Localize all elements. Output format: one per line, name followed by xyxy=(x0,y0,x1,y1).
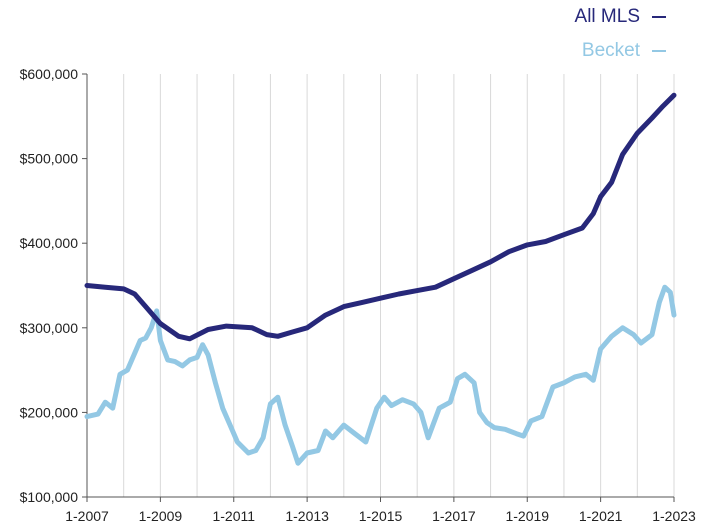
legend-label-all-mls: All MLS xyxy=(574,6,640,27)
legend-swatch-becket xyxy=(652,50,666,52)
y-tick-label: $100,000 xyxy=(20,489,79,505)
x-tick-label: 1-2021 xyxy=(579,508,623,524)
legend-swatch-all-mls xyxy=(652,16,666,18)
x-tick-label: 1-2011 xyxy=(212,508,255,524)
y-tick-label: $400,000 xyxy=(20,235,79,251)
x-tick-labels: 1-2007 1-2009 1-2011 1-2013 1-2015 1-2017 1-20… xyxy=(65,508,696,524)
y-tick-label: $500,000 xyxy=(20,151,79,167)
x-tick-label: 1-2009 xyxy=(139,508,183,524)
series-lines xyxy=(84,92,677,466)
y-tick-labels: $100,000 $200,000 $300,000 $400,000 $500,000… xyxy=(20,66,79,505)
x-tick-label: 1-2017 xyxy=(432,508,476,524)
axes xyxy=(82,73,675,502)
x-tick-label: 1-2019 xyxy=(505,508,549,524)
x-tick-label: 1-2007 xyxy=(65,508,109,524)
legend-item-all-mls: All MLS xyxy=(575,6,666,28)
vertical-gridlines xyxy=(86,74,675,497)
y-tick-label: $600,000 xyxy=(20,66,79,82)
series-line-all-mls xyxy=(84,92,677,342)
x-tick-label: 1-2023 xyxy=(652,508,696,524)
y-tick-label: $300,000 xyxy=(20,320,79,336)
legend-item-becket: Becket xyxy=(582,40,666,62)
y-tick-label: $200,000 xyxy=(20,404,79,420)
series-line-becket xyxy=(84,284,677,466)
legend-label-becket: Becket xyxy=(581,40,640,61)
x-tick-label: 1-2013 xyxy=(285,508,329,524)
x-tick-label: 1-2015 xyxy=(359,508,403,524)
